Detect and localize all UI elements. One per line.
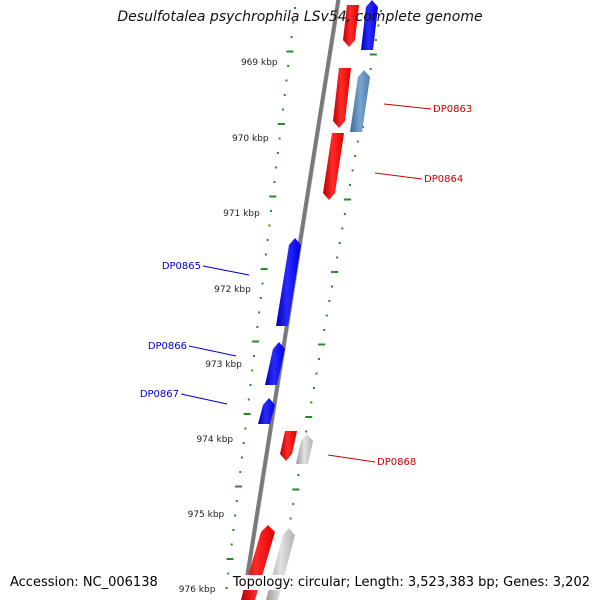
forward-gene-arrow <box>333 68 351 128</box>
gene-label: DP0866 <box>148 341 187 352</box>
gene-leader-line <box>202 265 250 276</box>
map-title: Desulfotalea psychrophila LSv54, complet… <box>117 9 483 25</box>
forward-gene-arrow <box>323 133 344 200</box>
reverse-gene-arrow <box>258 398 275 424</box>
gene-leader-line <box>327 454 376 463</box>
cds-block <box>361 0 378 50</box>
scale-label: 975 kbp <box>188 510 225 520</box>
scale-label: 976 kbp <box>179 585 216 595</box>
cds-block <box>296 434 313 464</box>
genome-summary-text: Topology: circular; Length: 3,523,383 bp… <box>230 575 592 590</box>
forward-gene-arrow <box>280 431 297 461</box>
gene-label: DP0864 <box>424 174 463 185</box>
scale-label: 969 kbp <box>241 58 278 68</box>
annotation-labels: 969 kbp 970 kbp 971 kbp 972 kbp 973 kbp 974 k… <box>140 58 472 595</box>
reverse-gene-arrow <box>265 342 285 385</box>
scale-label: 971 kbp <box>223 209 260 219</box>
gene-leader-line <box>383 103 432 110</box>
scale-label: 974 kbp <box>196 435 233 445</box>
gene-leader-line <box>188 345 237 357</box>
scale-label: 972 kbp <box>214 285 251 295</box>
gene-label: DP0863 <box>433 104 472 115</box>
gene-features <box>241 0 378 600</box>
forward-gene-arrow <box>343 5 359 47</box>
reverse-gene-arrow <box>276 238 301 326</box>
scale-label: 970 kbp <box>232 134 269 144</box>
left-scale-ticks <box>225 7 296 589</box>
cds-block <box>350 70 370 132</box>
scale-label: 973 kbp <box>205 360 242 370</box>
accession-text: Accession: NC_006138 <box>8 575 160 590</box>
gene-label: DP0868 <box>377 457 416 468</box>
gene-label: DP0867 <box>140 389 179 400</box>
gene-leader-line <box>374 172 423 180</box>
gene-label: DP0865 <box>162 261 201 272</box>
gene-leader-line <box>180 393 228 405</box>
